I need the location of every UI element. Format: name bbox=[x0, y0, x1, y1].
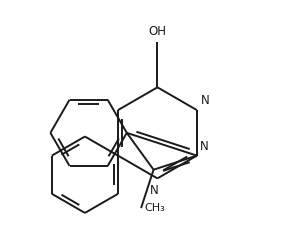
Text: OH: OH bbox=[149, 25, 166, 38]
Text: N: N bbox=[150, 184, 159, 197]
Text: N: N bbox=[201, 94, 210, 107]
Text: CH₃: CH₃ bbox=[144, 203, 165, 213]
Text: N: N bbox=[200, 140, 208, 153]
